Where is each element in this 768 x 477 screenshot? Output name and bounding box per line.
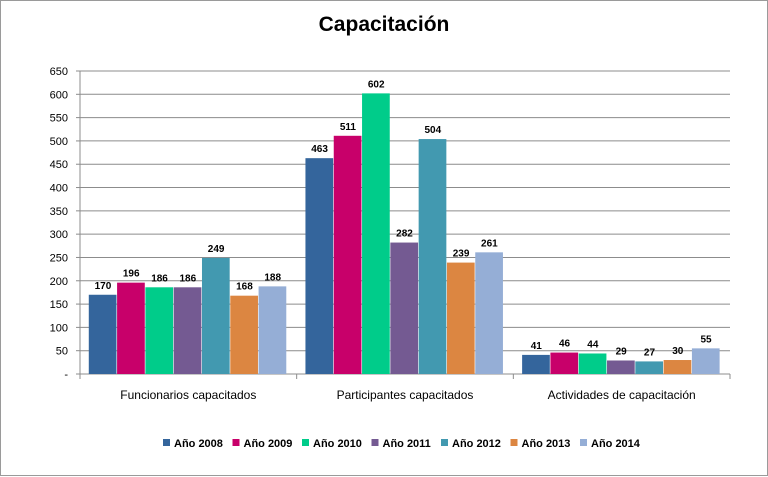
legend-item: Año 2012: [441, 438, 501, 450]
y-tick-label: 350: [50, 206, 68, 218]
bar: [691, 348, 720, 374]
y-tick-label: -: [64, 369, 68, 381]
data-label: 30: [672, 346, 684, 357]
legend-label: Año 2014: [591, 438, 641, 450]
data-label: 504: [424, 125, 441, 136]
y-tick-label: 450: [50, 159, 68, 171]
data-label: 463: [311, 144, 328, 155]
legend-swatch: [510, 439, 518, 446]
legend-item: Año 2008: [163, 438, 223, 450]
bar: [230, 295, 258, 374]
legend-swatch: [163, 439, 170, 446]
legend-label: Año 2010: [313, 438, 362, 450]
bar: [88, 294, 117, 374]
y-tick-label: 500: [50, 136, 68, 148]
bar: [663, 360, 692, 374]
bar: [550, 352, 579, 374]
legend-item: Año 2011: [371, 438, 431, 450]
legend-item: Año 2014: [580, 438, 641, 450]
bar: [607, 360, 635, 374]
y-tick-label: 200: [50, 276, 68, 288]
data-label: 261: [481, 238, 498, 249]
legend-label: Año 2008: [174, 438, 223, 450]
legend-label: Año 2011: [383, 438, 431, 450]
legend-swatch: [302, 439, 309, 446]
data-label: 41: [531, 341, 543, 352]
bar: [362, 93, 390, 375]
data-label: 170: [95, 281, 112, 292]
bar: [446, 262, 475, 374]
bar: [418, 139, 447, 374]
data-label: 46: [559, 339, 571, 350]
y-tick-label: 600: [50, 89, 68, 101]
legend-swatch: [232, 439, 240, 446]
bar: [333, 135, 362, 374]
data-label: 188: [264, 272, 281, 283]
category-labels: Funcionarios capacitados Participantes ca…: [120, 388, 695, 402]
category-label: Funcionarios capacitados: [120, 388, 256, 402]
y-tick-label: 250: [50, 252, 68, 264]
data-labels: 170 196 186 186 249 168 188 463 511 602 282 504 239 2…: [95, 79, 712, 358]
bar: [635, 361, 664, 374]
data-label: 168: [236, 282, 253, 293]
data-label: 27: [644, 347, 656, 358]
data-label: 249: [208, 244, 225, 255]
bar: [117, 282, 145, 374]
bar: [522, 354, 550, 374]
data-label: 511: [340, 122, 357, 133]
bar: [475, 252, 503, 374]
legend-swatch: [371, 439, 379, 446]
data-label: 55: [701, 334, 713, 345]
y-tick-label: 100: [50, 322, 68, 334]
legend-label: Año 2009: [244, 438, 293, 450]
legend-label: Año 2013: [522, 438, 571, 450]
bar: [258, 286, 287, 374]
legend-item: Año 2009: [232, 438, 293, 450]
category-label: Actividades de capacitación: [548, 388, 696, 402]
chart-title: Capacitación: [319, 13, 450, 36]
bar: [145, 287, 174, 374]
y-tick-label: 650: [50, 66, 68, 78]
data-label: 239: [453, 249, 470, 260]
data-label: 602: [368, 79, 385, 90]
y-tick-label: 400: [50, 183, 68, 195]
legend-swatch: [580, 439, 587, 446]
bar: [201, 257, 230, 374]
y-tick-label: 150: [50, 299, 68, 311]
bars: [88, 93, 720, 375]
y-tick-label: 550: [50, 113, 68, 125]
data-label: 282: [396, 229, 413, 240]
bar: [390, 242, 419, 374]
legend-item: Año 2013: [510, 438, 571, 450]
bar: [305, 158, 334, 374]
data-label: 44: [587, 339, 599, 350]
legend-label: Año 2012: [452, 438, 501, 450]
data-label: 29: [616, 346, 628, 357]
y-tick-label: 300: [50, 229, 68, 241]
bar: [578, 353, 607, 374]
y-tick-label: 50: [56, 346, 68, 358]
bar: [173, 287, 202, 374]
legend: Año 2008 Año 2009 Año 2010 Año 2011 Año 2012…: [163, 438, 641, 450]
data-label: 186: [179, 273, 196, 284]
category-label: Participantes capacitados: [337, 388, 474, 402]
legend-swatch: [441, 439, 448, 446]
data-label: 196: [123, 269, 140, 280]
legend-item: Año 2010: [302, 438, 362, 450]
data-label: 186: [151, 273, 168, 284]
